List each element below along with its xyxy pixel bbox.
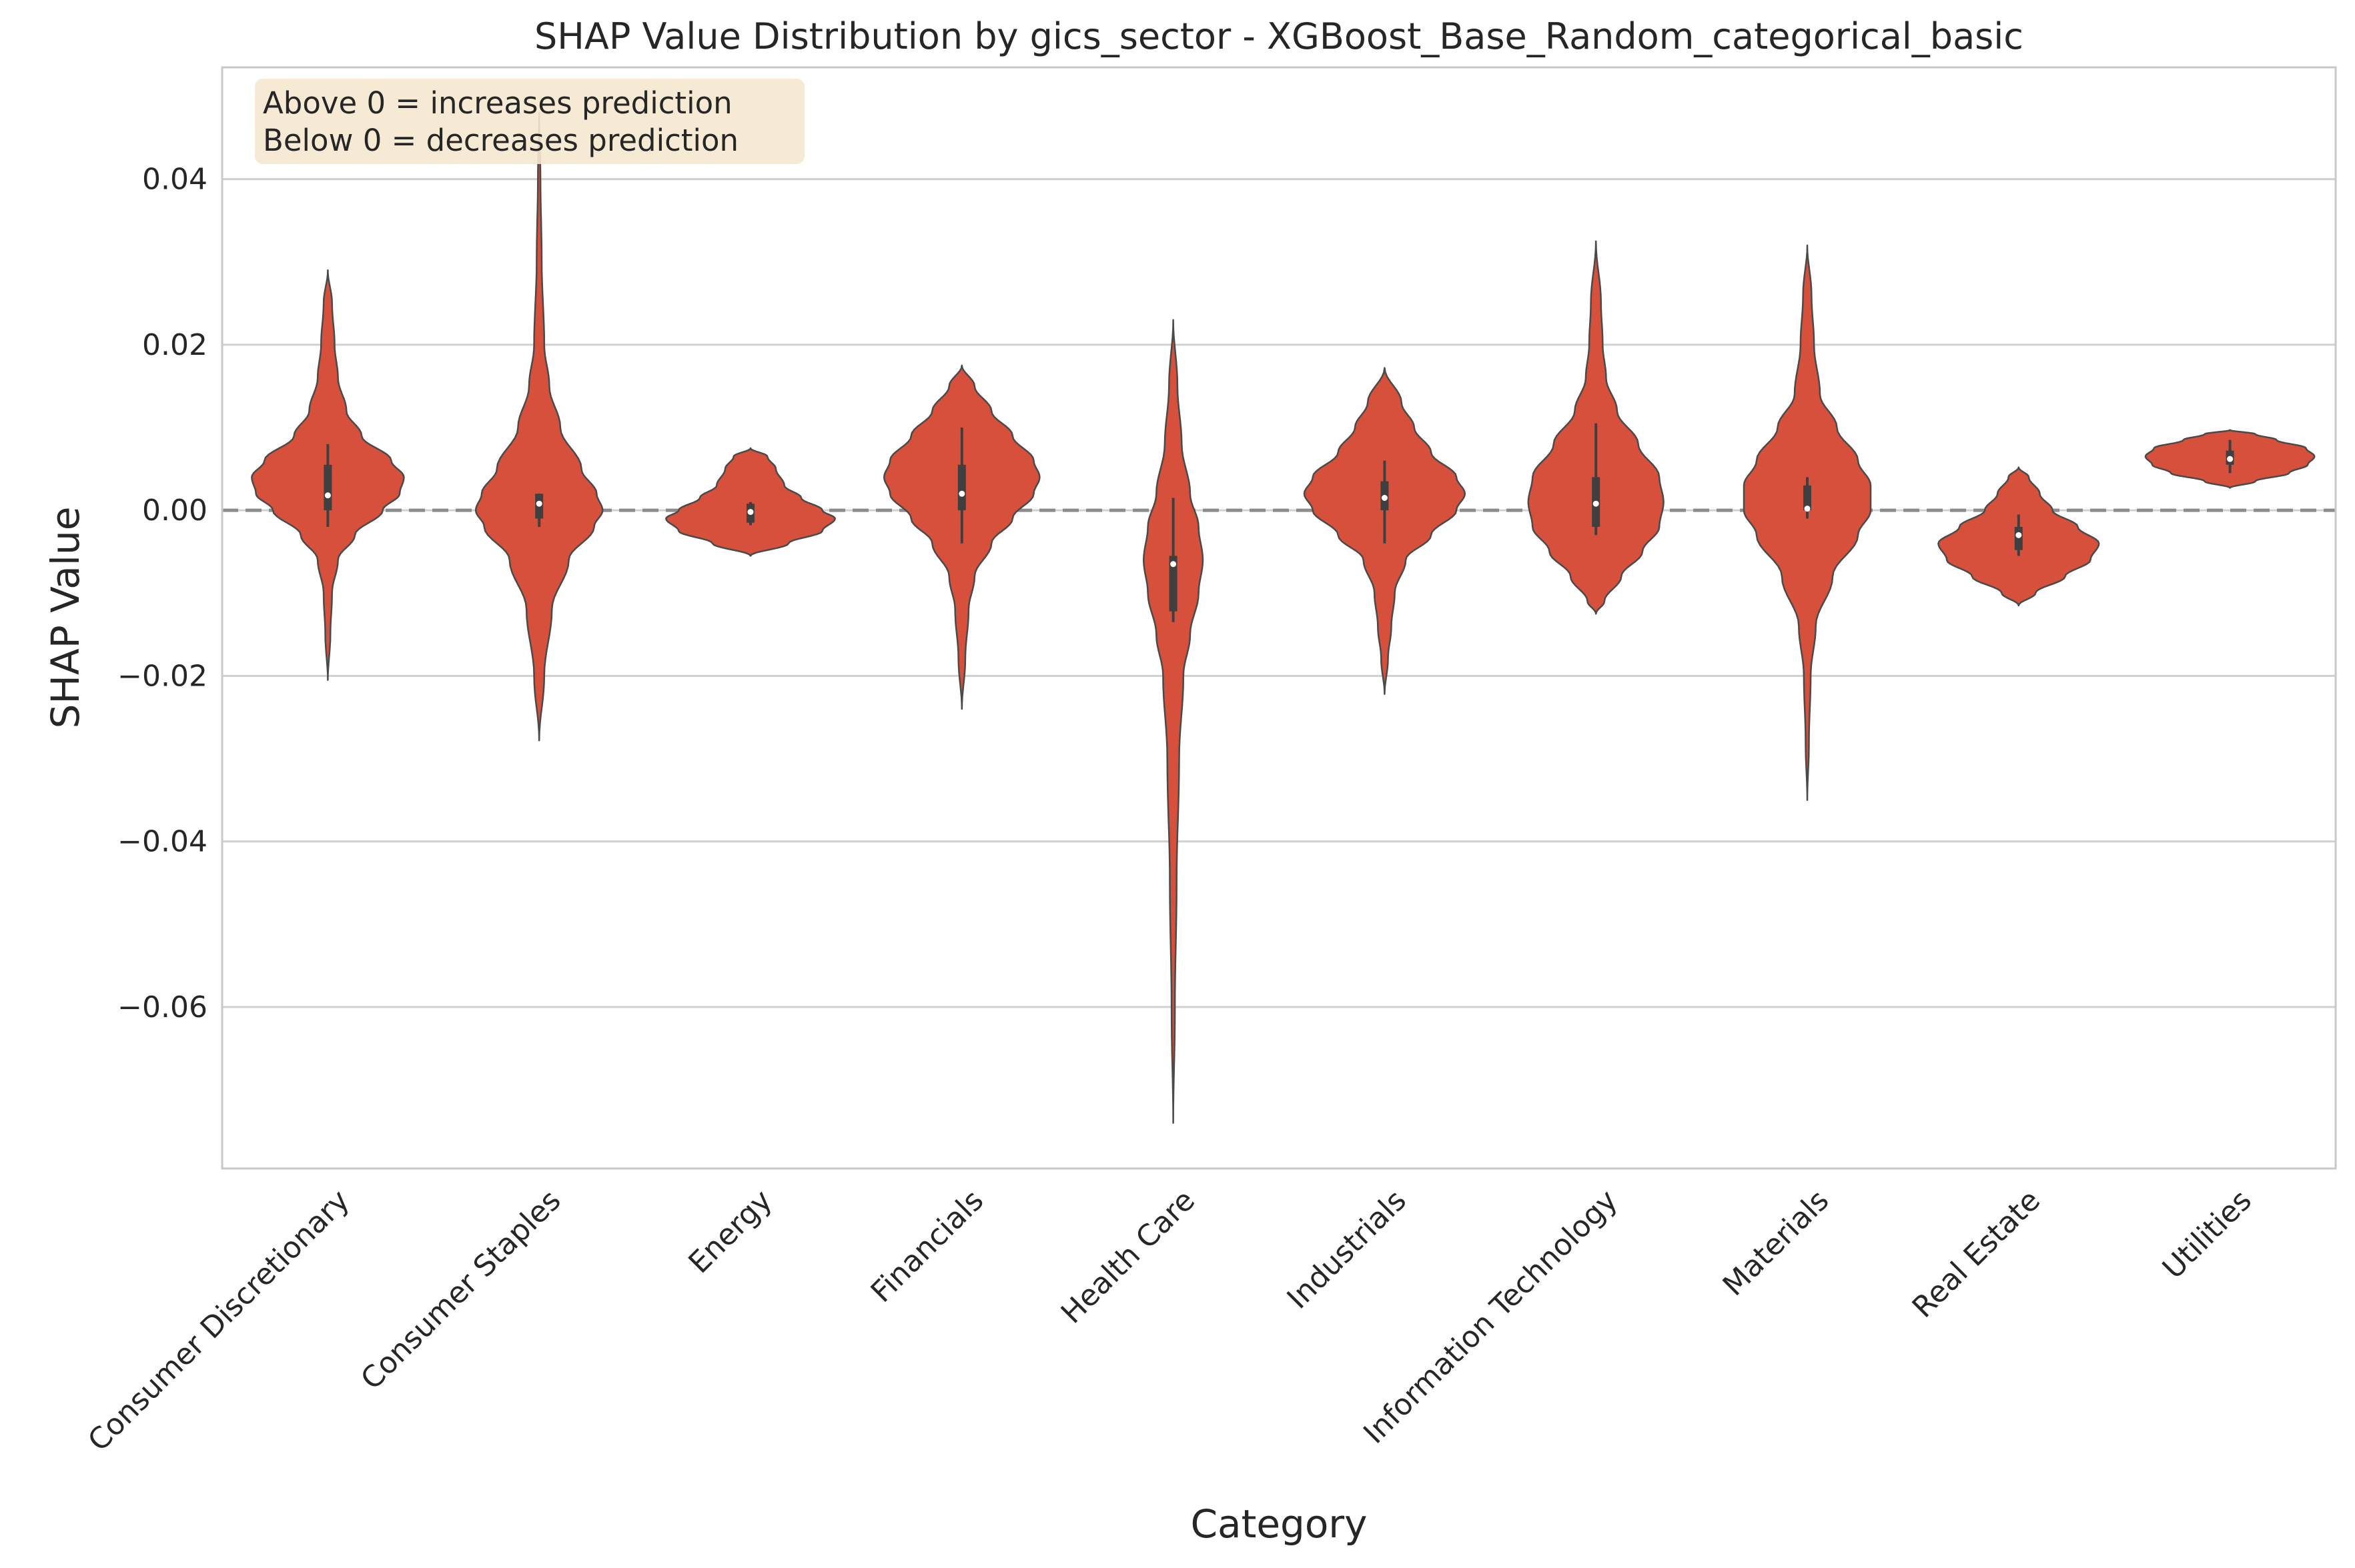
violin-body (665, 447, 836, 557)
note-box (255, 79, 805, 164)
y-tick-label: −0.04 (117, 825, 207, 859)
note-line-2: Below 0 = decreases prediction (263, 123, 739, 158)
violin-body (1142, 319, 1204, 1124)
violin-group (251, 269, 405, 681)
annotation-note: Above 0 = increases prediction Below 0 =… (255, 79, 805, 164)
violin-median (1381, 495, 1388, 502)
violin-group (883, 364, 1041, 710)
violin-iqr-box (324, 464, 332, 511)
violin-group (1937, 466, 2100, 607)
x-axis-label: Category (1191, 1501, 1368, 1547)
violin-layer (251, 112, 2316, 1124)
violin-group (1303, 367, 1466, 695)
chart-title: SHAP Value Distribution by gics_sector -… (534, 15, 2023, 57)
y-axis-label: SHAP Value (43, 507, 88, 729)
y-tick-label: 0.04 (142, 163, 207, 197)
note-line-1: Above 0 = increases prediction (263, 85, 733, 121)
violin-group (1743, 244, 1872, 801)
violin-group (1527, 240, 1665, 615)
y-tick-label: −0.02 (117, 659, 207, 693)
y-tick-label: 0.00 (142, 494, 207, 528)
violin-median (747, 509, 754, 516)
violin-iqr-box (1169, 556, 1178, 612)
violin-median (536, 500, 542, 507)
y-tick-labels: 0.04 0.02 0.00 −0.02 −0.04 −0.06 (117, 163, 207, 1024)
y-tick-label: −0.06 (117, 990, 207, 1024)
violin-median (2227, 456, 2234, 462)
y-tick-label: 0.02 (142, 328, 207, 362)
violin-iqr-box (957, 464, 966, 511)
violin-group (2144, 429, 2316, 489)
violin-median (959, 490, 965, 497)
violin-body (1743, 244, 1872, 801)
violin-iqr-box (1803, 485, 1811, 511)
plot-frame (221, 66, 2337, 1170)
violin-median (1804, 506, 1811, 512)
violin-median (324, 492, 331, 499)
violin-median (1592, 500, 1599, 507)
violin-group (665, 447, 836, 557)
violin-median (1170, 561, 1177, 568)
violin-iqr-box (2014, 526, 2023, 550)
violin-group (1142, 319, 1204, 1124)
violin-median (2015, 532, 2022, 538)
